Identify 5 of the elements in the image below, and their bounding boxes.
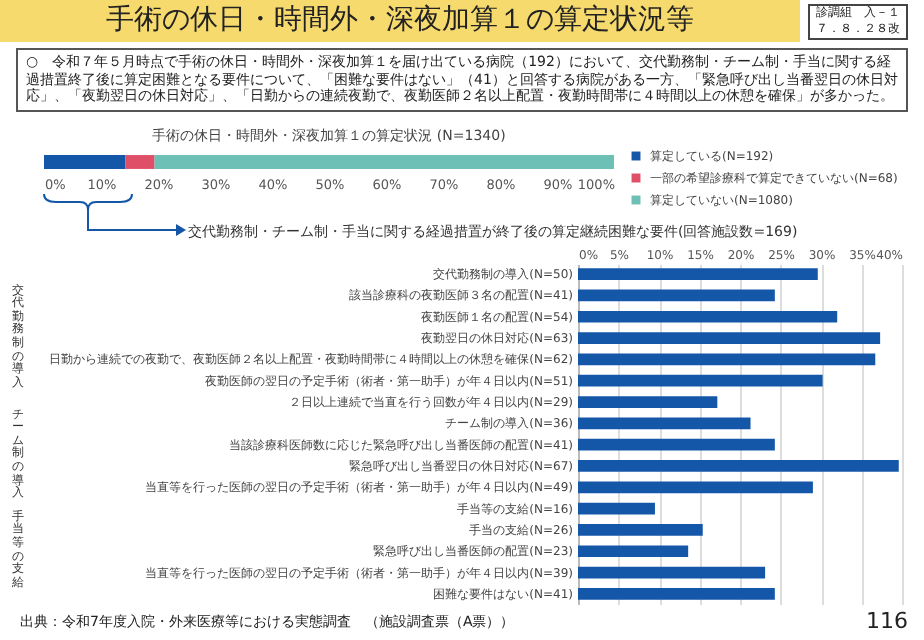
text: 116 [866, 608, 908, 634]
bar [154, 155, 614, 169]
text: 手術の休日・時間外・深夜加算１の算定状況等 [0, 0, 800, 42]
bar [125, 155, 155, 169]
bar [44, 155, 126, 169]
